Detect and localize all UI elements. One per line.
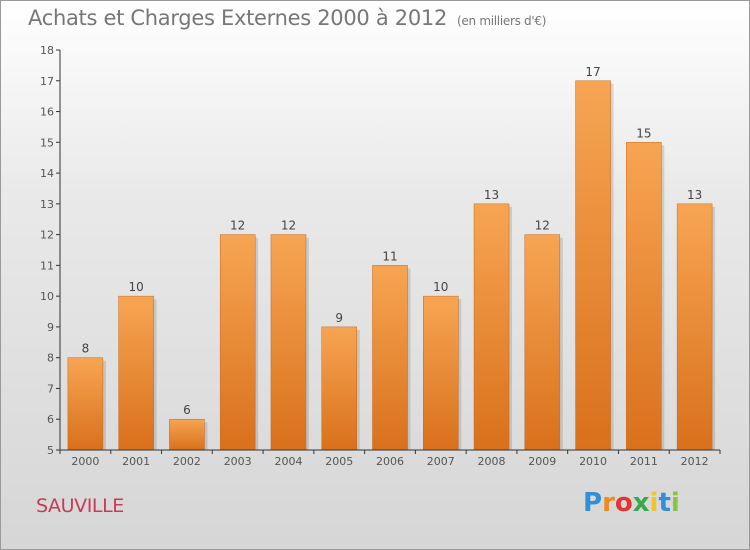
logo-letter: t	[658, 488, 671, 518]
chart-subtitle: (en milliers d'€)	[457, 14, 547, 28]
logo-letter: x	[632, 488, 650, 518]
x-tick-label: 2006	[376, 455, 404, 468]
value-label: 11	[382, 249, 397, 263]
value-label: 6	[183, 403, 191, 417]
value-label: 10	[433, 280, 448, 294]
bar-2009[interactable]	[524, 234, 561, 451]
y-tick-label: 12	[40, 229, 54, 242]
bar-2006[interactable]	[372, 265, 408, 451]
y-tick-label: 9	[47, 321, 54, 334]
x-tick-label: 2012	[681, 455, 709, 468]
x-tick-label: 2011	[630, 455, 658, 468]
bar-2000[interactable]	[67, 357, 104, 451]
chart-title: Achats et Charges Externes 2000 à 2012 (e…	[28, 6, 546, 30]
y-tick-label: 10	[40, 290, 54, 303]
bar-2012[interactable]	[676, 203, 713, 451]
y-tick-label: 11	[40, 259, 54, 272]
value-label: 9	[335, 311, 343, 325]
value-label: 12	[281, 219, 296, 233]
bar-2005[interactable]	[321, 326, 357, 451]
logo-letter: i	[649, 488, 659, 518]
bar-2004[interactable]	[270, 234, 307, 451]
x-tick-label: 2007	[427, 455, 455, 468]
value-label: 8	[82, 342, 90, 356]
y-tick-label: 5	[47, 444, 54, 457]
axes	[56, 49, 721, 454]
logo-letter: o	[614, 488, 633, 518]
value-label: 15	[636, 126, 651, 140]
value-label: 10	[129, 280, 144, 294]
x-tick-label: 2004	[274, 455, 302, 468]
bar-2008[interactable]	[473, 203, 510, 451]
bar-2010[interactable]	[575, 80, 611, 451]
value-label: 17	[585, 65, 600, 79]
labels-layer: 8 2000 10 2001 6 2002 12 2003 12 2004 9 2005 11 2006 1…	[40, 44, 709, 468]
bar-2001[interactable]	[118, 295, 154, 451]
city-name: SAUVILLE	[36, 495, 124, 517]
y-tick-label: 17	[40, 75, 54, 88]
x-tick-label: 2009	[528, 455, 556, 468]
y-tick-label: 18	[40, 44, 54, 57]
chart-title-text: Achats et Charges Externes 2000 à 2012	[28, 6, 448, 30]
bar-2007[interactable]	[423, 295, 459, 451]
value-label: 12	[535, 219, 550, 233]
logo-letter: P	[583, 488, 603, 518]
logo-letter: r	[602, 488, 615, 518]
bar-2011[interactable]	[626, 142, 662, 451]
y-tick-label: 8	[47, 352, 54, 365]
logo-letter: i	[670, 488, 680, 518]
y-tick-label: 7	[47, 382, 54, 395]
value-label: 12	[230, 219, 245, 233]
y-tick-label: 16	[40, 106, 54, 119]
bar-2002[interactable]	[169, 418, 205, 451]
x-tick-label: 2001	[122, 455, 150, 468]
y-tick-label: 13	[40, 198, 54, 211]
x-tick-label: 2005	[325, 455, 353, 468]
x-tick-label: 2010	[579, 455, 607, 468]
y-tick-label: 14	[40, 167, 54, 180]
x-tick-label: 2008	[478, 455, 506, 468]
x-tick-label: 2000	[71, 455, 99, 468]
bars-layer	[67, 80, 716, 451]
y-tick-label: 15	[40, 136, 54, 149]
proxiti-logo[interactable]: Proxiti	[583, 488, 680, 518]
value-label: 13	[484, 188, 499, 202]
bar-2003[interactable]	[219, 234, 256, 451]
y-tick-label: 6	[47, 413, 54, 426]
value-label: 13	[687, 188, 702, 202]
x-tick-label: 2002	[173, 455, 201, 468]
x-tick-label: 2003	[224, 455, 252, 468]
